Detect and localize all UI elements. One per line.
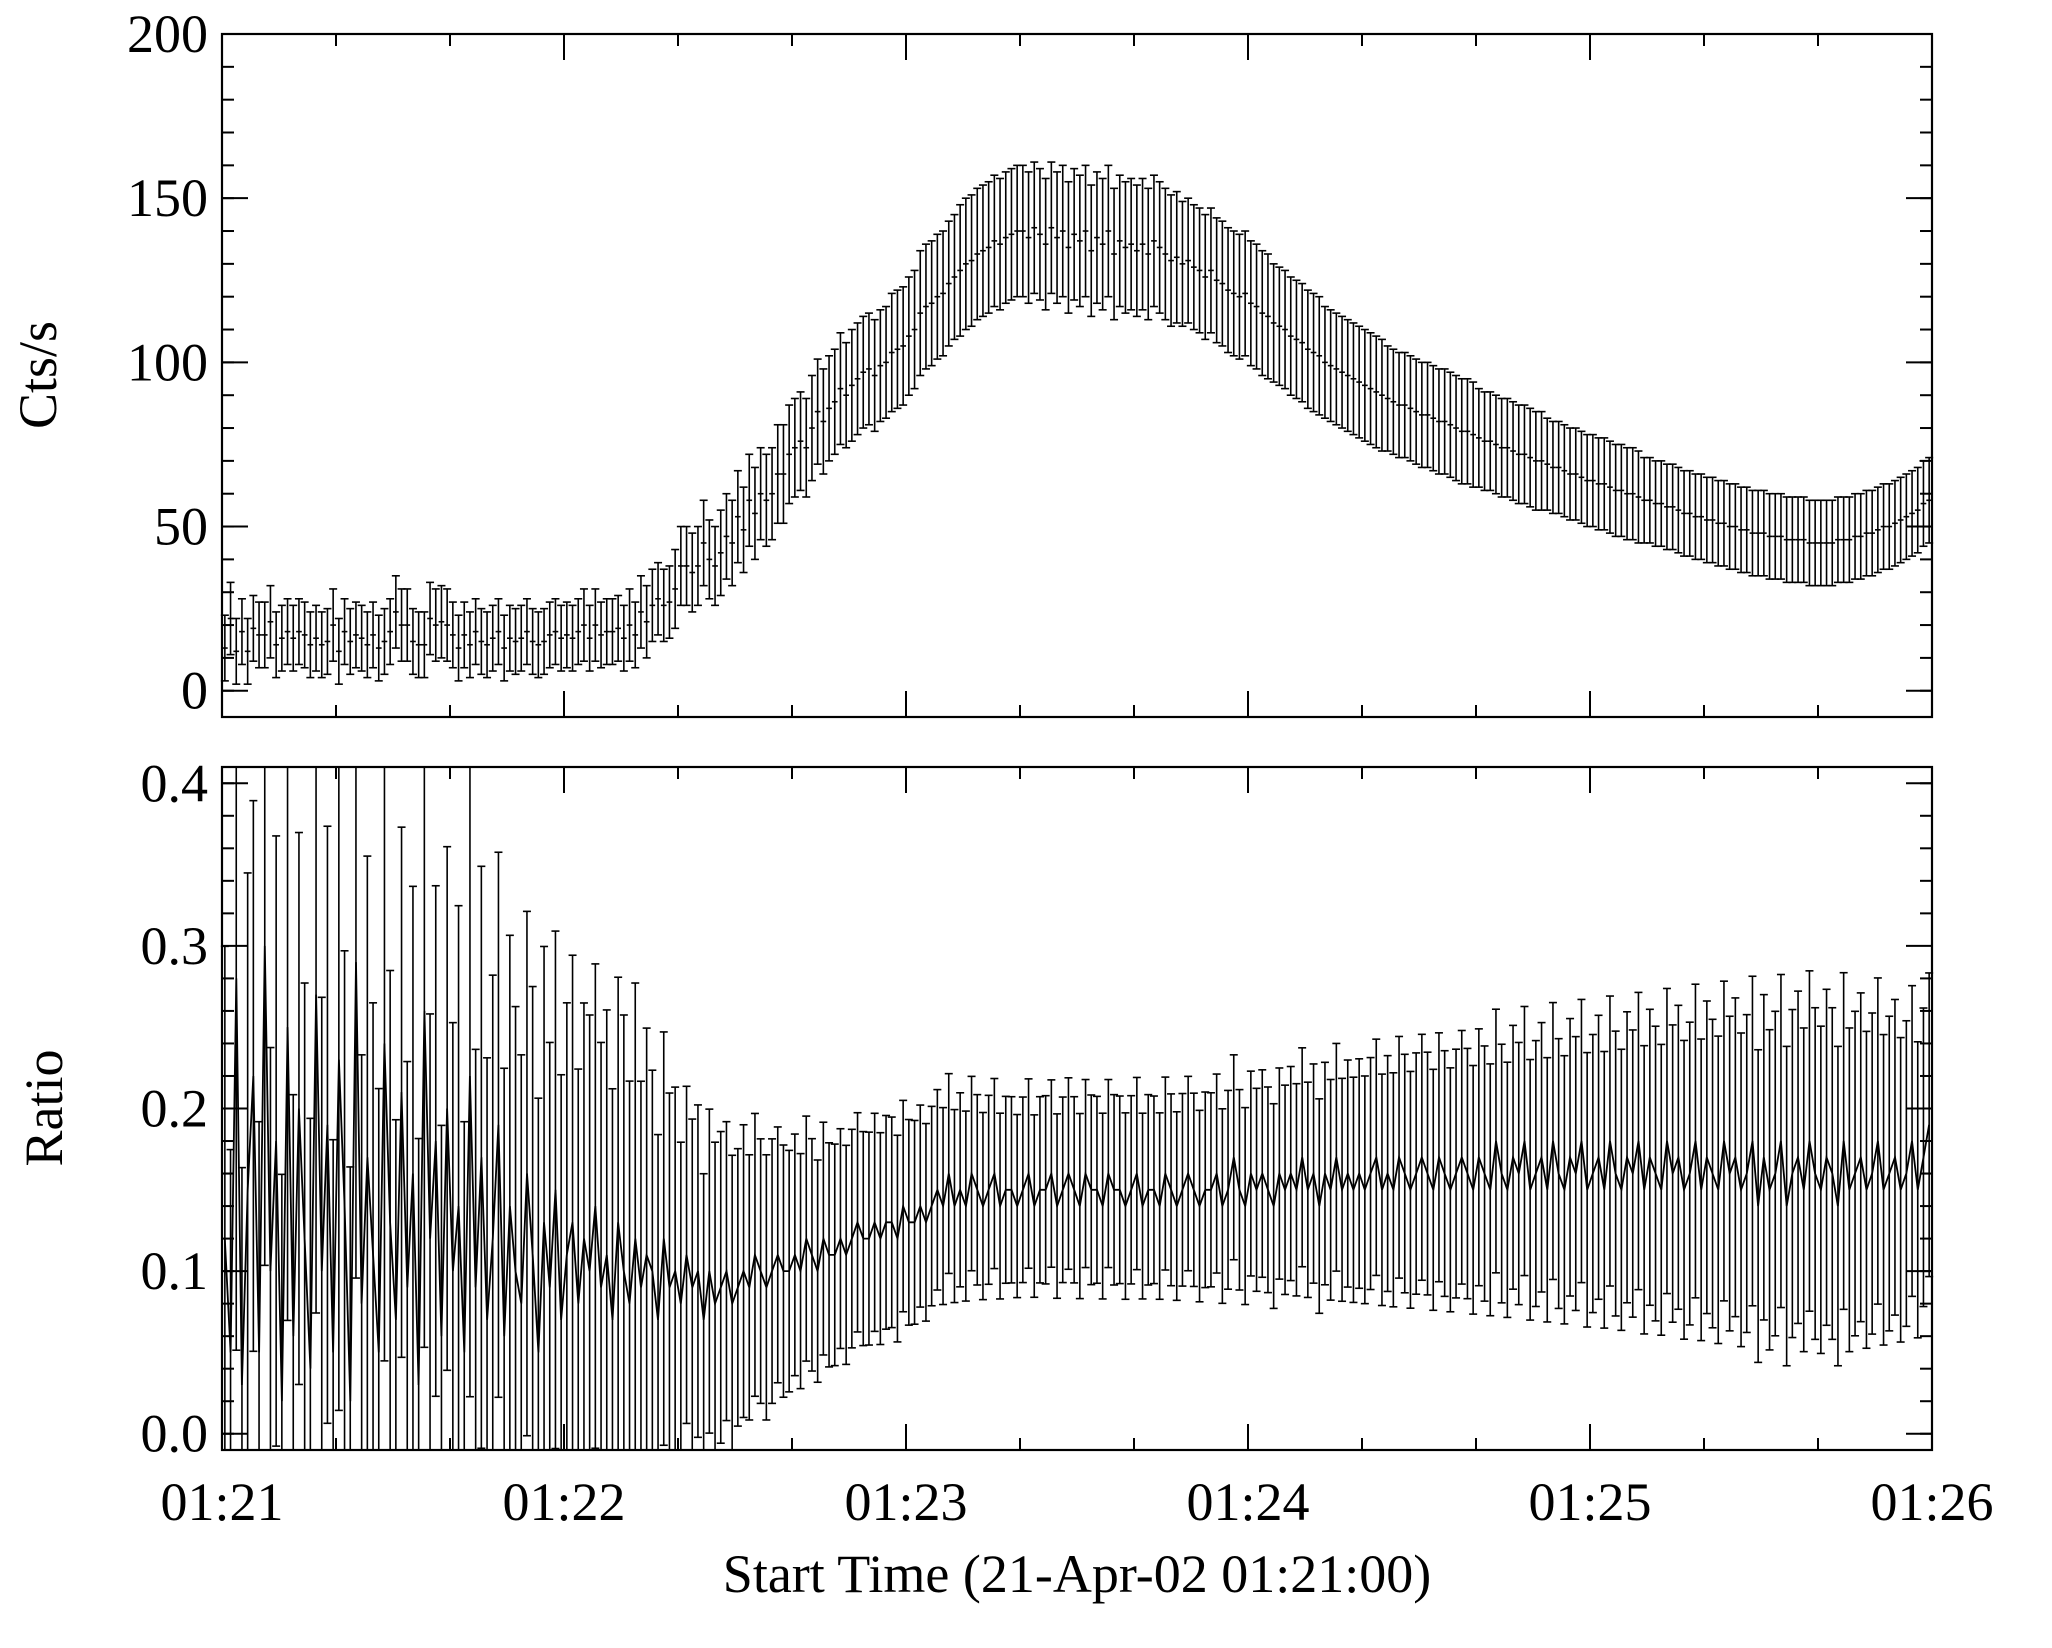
ratio-y-tick-label: 0.2 <box>141 1079 209 1139</box>
ratio-y-tick-label: 0.1 <box>141 1241 209 1301</box>
ratio-series-line <box>223 945 1930 1402</box>
ratio-y-tick-label: 0.3 <box>141 916 209 976</box>
ratio-y-tick-label: 0.4 <box>141 753 209 813</box>
count-rate-data-points <box>220 161 1934 685</box>
count-rate-panel: 0 50 100 150 200 Cts/s <box>8 4 1934 721</box>
count-rate-plot-frame <box>220 32 1934 719</box>
x-tick-label: 01:24 <box>1186 1472 1309 1532</box>
ratio-data <box>220 767 1934 1450</box>
x-tick-label: 01:22 <box>502 1472 625 1532</box>
ratio-plot-frame <box>220 765 1934 1452</box>
x-tick-label: 01:23 <box>844 1472 967 1532</box>
x-tick-label: 01:25 <box>1528 1472 1651 1532</box>
count-rate-y-axis-title: Cts/s <box>8 321 68 429</box>
ratio-y-axis-title: Ratio <box>14 1050 74 1167</box>
x-axis-title: Start Time (21-Apr-02 01:21:00) <box>723 1544 1431 1604</box>
count-rate-y-ticks: 0 50 100 150 200 <box>127 4 1932 721</box>
count-rate-y-tick-label: 200 <box>127 4 208 64</box>
count-rate-y-tick-label: 0 <box>181 661 208 721</box>
x-tick-label: 01:21 <box>160 1472 283 1532</box>
count-rate-y-tick-label: 50 <box>154 497 208 557</box>
x-tick-label: 01:26 <box>1870 1472 1993 1532</box>
count-rate-y-tick-label: 100 <box>127 332 208 392</box>
ratio-y-tick-label: 0.0 <box>141 1404 209 1464</box>
ratio-y-ticks: 0.0 0.1 0.2 0.3 0.4 <box>141 753 1932 1464</box>
ratio-panel: 0.00.10.20.30.4 01:21 01:22 01:23 01:24 01:2… <box>14 753 1994 1532</box>
count-rate-y-tick-label: 150 <box>127 168 208 228</box>
ratio-x-ticks: 01:21 01:22 01:23 01:24 01:25 01:26 <box>160 767 1994 1532</box>
count-rate-x-ticks <box>221 34 1933 717</box>
